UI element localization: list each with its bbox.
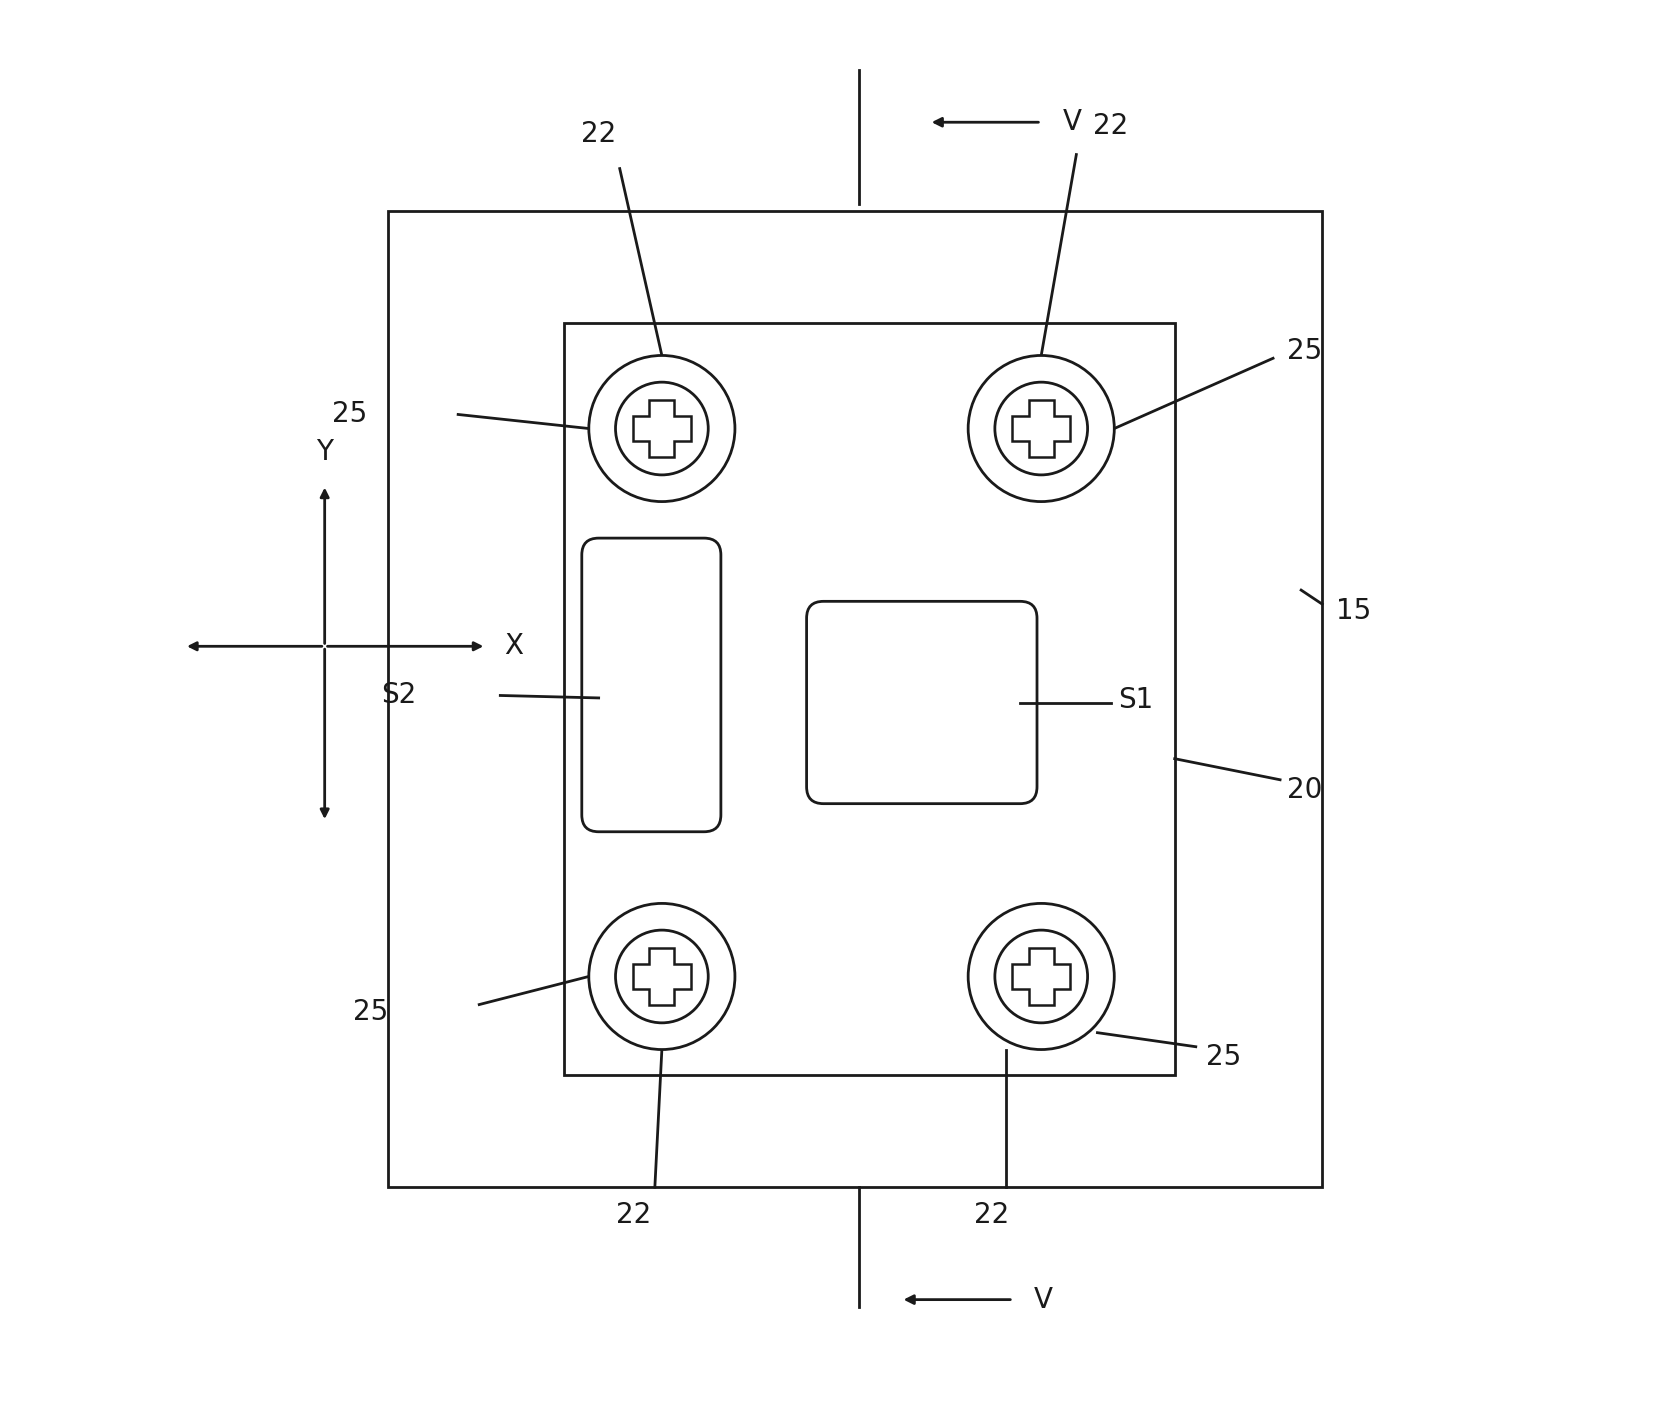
Text: S1: S1	[1119, 686, 1154, 714]
Text: V: V	[1062, 108, 1082, 136]
Text: 22: 22	[616, 1201, 652, 1229]
Text: 15: 15	[1337, 597, 1372, 625]
Bar	[389, 211, 1322, 1187]
FancyBboxPatch shape	[581, 538, 720, 832]
Polygon shape	[633, 948, 690, 1005]
Bar	[563, 323, 1174, 1075]
FancyBboxPatch shape	[807, 601, 1037, 804]
Circle shape	[615, 930, 709, 1023]
Circle shape	[590, 903, 735, 1050]
Circle shape	[968, 903, 1114, 1050]
Circle shape	[995, 930, 1087, 1023]
Text: 25: 25	[1286, 337, 1322, 365]
Text: 22: 22	[1094, 112, 1129, 140]
Circle shape	[590, 355, 735, 502]
Circle shape	[995, 382, 1087, 475]
Text: 20: 20	[1286, 776, 1323, 804]
Text: 22: 22	[975, 1201, 1010, 1229]
Text: 25: 25	[1206, 1043, 1241, 1071]
Polygon shape	[1012, 948, 1070, 1005]
Text: 22: 22	[581, 119, 616, 148]
Circle shape	[615, 382, 709, 475]
Text: 25: 25	[353, 998, 389, 1026]
Polygon shape	[1012, 400, 1070, 457]
Text: 25: 25	[332, 400, 367, 429]
Text: S2: S2	[380, 681, 415, 710]
Text: V: V	[1033, 1286, 1054, 1314]
Polygon shape	[633, 400, 690, 457]
Circle shape	[968, 355, 1114, 502]
Text: X: X	[504, 632, 524, 660]
Text: Y: Y	[317, 438, 333, 466]
